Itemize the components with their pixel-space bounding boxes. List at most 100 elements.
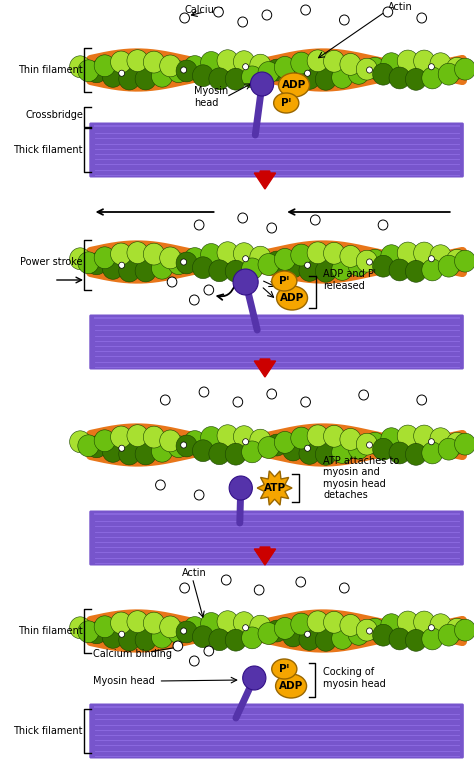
Circle shape: [299, 442, 320, 464]
Circle shape: [143, 426, 164, 448]
Circle shape: [94, 430, 115, 451]
Circle shape: [119, 70, 125, 76]
Text: ADP and Pᴵ
released: ADP and Pᴵ released: [323, 269, 375, 291]
Circle shape: [340, 614, 361, 636]
Circle shape: [78, 60, 99, 81]
Circle shape: [291, 244, 312, 266]
Circle shape: [102, 65, 124, 88]
Circle shape: [455, 250, 474, 272]
Circle shape: [381, 245, 402, 266]
Circle shape: [455, 433, 474, 455]
Circle shape: [332, 259, 353, 280]
Circle shape: [422, 67, 443, 89]
Circle shape: [366, 259, 373, 265]
Circle shape: [94, 55, 115, 77]
Circle shape: [365, 57, 386, 79]
Circle shape: [365, 432, 386, 454]
Circle shape: [180, 13, 190, 23]
Circle shape: [305, 445, 310, 451]
Circle shape: [217, 611, 238, 632]
Circle shape: [356, 433, 377, 455]
Circle shape: [110, 612, 132, 634]
Circle shape: [332, 628, 353, 649]
Circle shape: [365, 250, 386, 271]
Circle shape: [438, 438, 459, 460]
Circle shape: [176, 60, 197, 82]
Circle shape: [242, 66, 263, 88]
Circle shape: [430, 53, 451, 75]
Circle shape: [204, 646, 214, 656]
Circle shape: [102, 441, 124, 462]
Circle shape: [373, 255, 394, 277]
Circle shape: [78, 435, 99, 457]
Circle shape: [214, 7, 223, 17]
Circle shape: [119, 631, 125, 637]
Circle shape: [373, 63, 394, 85]
Circle shape: [167, 277, 177, 287]
Circle shape: [181, 628, 187, 634]
Text: Calcium: Calcium: [184, 5, 224, 15]
Circle shape: [173, 641, 182, 651]
Circle shape: [181, 67, 187, 73]
Circle shape: [274, 56, 295, 78]
Circle shape: [397, 242, 419, 264]
Text: Thin filament: Thin filament: [18, 65, 83, 75]
Circle shape: [267, 389, 276, 399]
Circle shape: [201, 244, 222, 266]
Circle shape: [221, 575, 231, 585]
Circle shape: [70, 56, 91, 78]
Text: Myosin
head: Myosin head: [194, 86, 228, 108]
Circle shape: [283, 625, 304, 647]
Circle shape: [299, 260, 320, 282]
Circle shape: [233, 425, 255, 447]
Circle shape: [405, 444, 427, 465]
Polygon shape: [255, 547, 275, 565]
Circle shape: [143, 612, 164, 634]
Circle shape: [192, 65, 214, 87]
Circle shape: [70, 248, 91, 269]
Circle shape: [324, 425, 345, 447]
Text: Actin: Actin: [388, 2, 412, 12]
Circle shape: [119, 68, 140, 90]
Circle shape: [422, 442, 443, 464]
Circle shape: [192, 626, 214, 648]
Circle shape: [383, 7, 392, 17]
Ellipse shape: [272, 659, 297, 679]
Circle shape: [339, 15, 349, 25]
Circle shape: [307, 425, 328, 447]
Circle shape: [194, 220, 204, 230]
Circle shape: [201, 427, 222, 448]
Circle shape: [447, 250, 467, 271]
Circle shape: [225, 260, 246, 282]
Circle shape: [176, 435, 197, 457]
Circle shape: [201, 613, 222, 635]
Circle shape: [258, 437, 279, 458]
Ellipse shape: [273, 93, 299, 113]
Circle shape: [243, 256, 248, 262]
Circle shape: [180, 583, 190, 593]
Circle shape: [199, 387, 209, 397]
Circle shape: [430, 245, 451, 266]
Circle shape: [160, 430, 181, 452]
FancyBboxPatch shape: [89, 123, 464, 177]
Circle shape: [389, 259, 410, 281]
Circle shape: [428, 64, 434, 70]
Circle shape: [301, 397, 310, 407]
Circle shape: [356, 59, 377, 80]
Circle shape: [428, 438, 434, 445]
Circle shape: [143, 244, 164, 265]
Circle shape: [225, 443, 246, 465]
Polygon shape: [257, 471, 292, 505]
Text: Thick filament: Thick filament: [13, 726, 83, 736]
Circle shape: [168, 436, 189, 457]
Circle shape: [315, 260, 337, 282]
Circle shape: [340, 246, 361, 267]
Text: Thick filament: Thick filament: [13, 145, 83, 155]
Circle shape: [266, 251, 287, 273]
Circle shape: [243, 64, 248, 70]
Circle shape: [86, 61, 107, 83]
Circle shape: [315, 68, 337, 91]
Circle shape: [307, 242, 328, 264]
Circle shape: [348, 438, 369, 460]
Circle shape: [86, 253, 107, 275]
